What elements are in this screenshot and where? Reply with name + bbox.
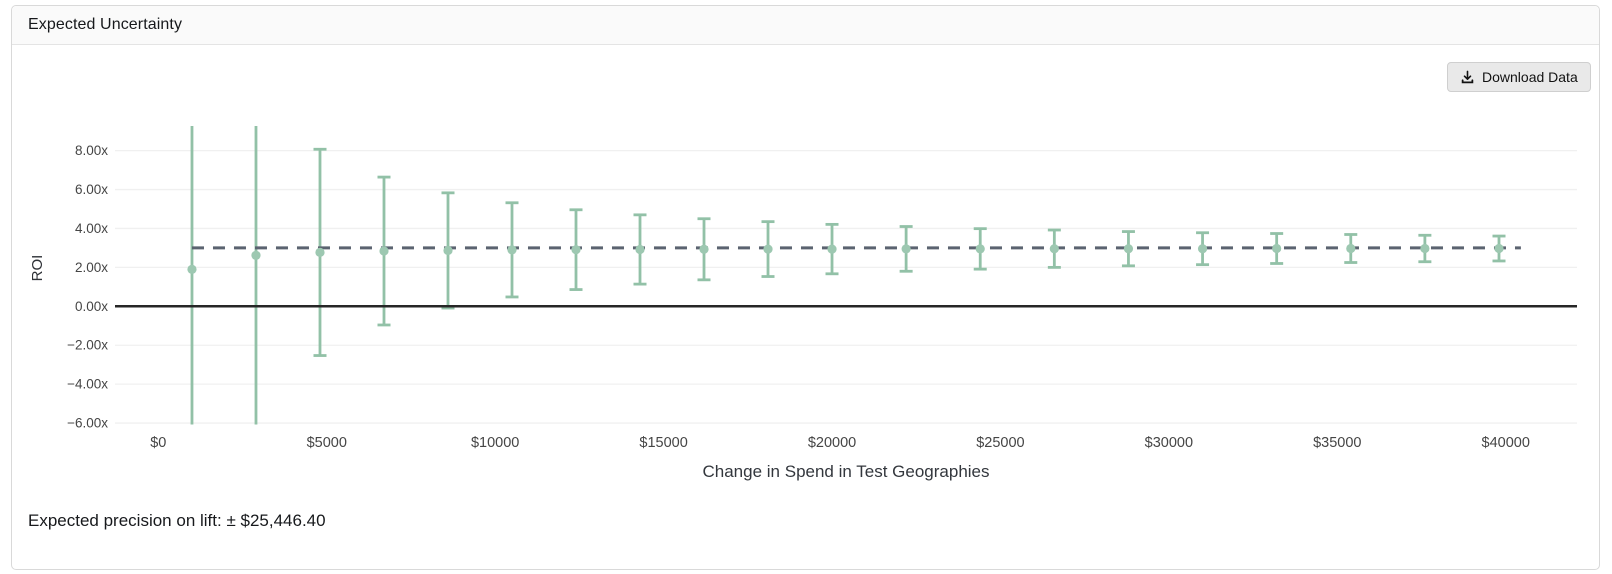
download-icon bbox=[1461, 70, 1474, 83]
error-bar-point[interactable] bbox=[187, 264, 197, 274]
error-bar-point[interactable] bbox=[443, 245, 453, 256]
error-bar-point[interactable] bbox=[379, 246, 389, 256]
x-axis-title: Change in Spend in Test Geographies bbox=[702, 462, 990, 481]
error-bar-point[interactable] bbox=[763, 244, 773, 254]
error-bar-point[interactable] bbox=[315, 247, 325, 257]
error-bar-point[interactable] bbox=[1123, 244, 1134, 254]
error-bar-point[interactable] bbox=[699, 244, 709, 254]
error-bar-point[interactable] bbox=[571, 245, 581, 255]
error-bar-point[interactable] bbox=[1272, 243, 1282, 254]
error-bar-point[interactable] bbox=[251, 250, 261, 260]
y-axis-label: ROI bbox=[28, 254, 46, 282]
error-bar-point[interactable] bbox=[1420, 243, 1430, 254]
download-data-button[interactable]: Download Data bbox=[1447, 62, 1591, 92]
error-bar-point[interactable] bbox=[1049, 244, 1059, 254]
error-bar-point[interactable] bbox=[507, 245, 517, 255]
error-bar-point[interactable] bbox=[975, 244, 985, 254]
precision-note: Expected precision on lift: ± $25,446.40 bbox=[28, 511, 326, 530]
chart-card: Expected Uncertainty bbox=[11, 5, 1600, 570]
error-bar-point[interactable] bbox=[1494, 243, 1504, 254]
error-bar-point[interactable] bbox=[827, 244, 837, 254]
error-bar-point[interactable] bbox=[1346, 243, 1356, 254]
download-data-label: Download Data bbox=[1482, 69, 1578, 85]
error-bar-point[interactable] bbox=[901, 244, 911, 254]
panel-header: Expected Uncertainty bbox=[12, 6, 1599, 45]
error-bar-point[interactable] bbox=[1197, 244, 1208, 254]
panel-title: Expected Uncertainty bbox=[28, 16, 183, 33]
error-bar-point[interactable] bbox=[635, 244, 645, 255]
